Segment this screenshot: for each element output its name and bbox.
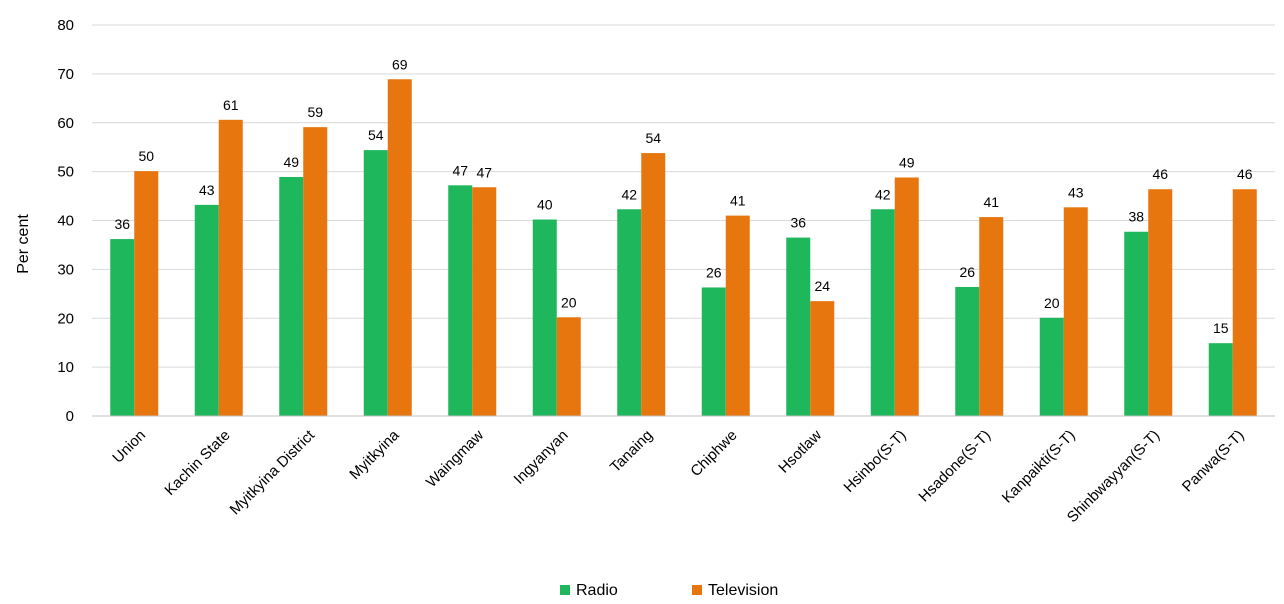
data-label-radio: 42 [875, 186, 891, 202]
bar-television [894, 177, 919, 416]
data-labels: 36 50 43 61 49 59 54 69 47 47 40 20 42 54 26 41 36 24 42 49… [114, 56, 1252, 336]
data-label-television: 49 [899, 154, 915, 170]
bar-radio [448, 185, 473, 416]
y-axis-title: Per cent [15, 214, 32, 274]
x-tick-label: Hsadone(S-T) [915, 427, 994, 506]
y-tick-label: 40 [57, 213, 74, 230]
data-label-radio: 26 [706, 264, 722, 280]
data-label-radio: 42 [621, 186, 637, 202]
bar-radio [363, 150, 388, 416]
data-label-radio: 15 [1213, 320, 1229, 336]
bar-television [979, 217, 1004, 416]
x-tick-label: Waingmaw [423, 427, 487, 491]
data-label-radio: 26 [959, 264, 975, 280]
data-label-radio: 54 [368, 127, 384, 143]
x-tick-label: Tanaing [607, 427, 656, 476]
x-tick-label: Shinbwayyan(S-T) [1064, 427, 1163, 526]
legend-label-radio: Radio [576, 582, 618, 599]
bar-radio [532, 219, 557, 416]
x-tick-label: Chiphwe [687, 427, 740, 480]
data-label-radio: 36 [790, 215, 806, 231]
legend-label-television: Television [708, 582, 778, 599]
legend-swatch-television [692, 585, 702, 595]
bar-radio [701, 287, 726, 416]
y-tick-label: 0 [66, 408, 74, 425]
data-label-television: 41 [983, 194, 999, 210]
data-label-radio: 38 [1128, 209, 1144, 225]
bar-radio [870, 209, 895, 416]
data-label-television: 59 [307, 104, 323, 120]
bar-television [641, 153, 666, 417]
bar-television [1232, 189, 1257, 416]
x-tick-label: Ingyanyan [511, 427, 572, 488]
x-tick-label: Panwa(S-T) [1179, 427, 1248, 496]
x-tick-label: Myitkyina District [226, 426, 318, 518]
x-tick-label: Hsotlaw [775, 427, 825, 477]
bar-television [725, 215, 750, 416]
data-label-television: 61 [223, 97, 239, 113]
data-label-radio: 20 [1044, 295, 1060, 311]
y-tick-label: 20 [57, 310, 74, 327]
data-label-radio: 47 [452, 162, 468, 178]
bar-radio [1208, 343, 1233, 416]
bar-radio [1124, 231, 1149, 416]
data-label-television: 47 [476, 164, 492, 180]
bar-radio [617, 209, 642, 416]
data-label-television: 41 [730, 193, 746, 209]
x-tick-label: Kachin State [161, 427, 233, 499]
legend: Radio Television [560, 582, 778, 599]
data-label-radio: 49 [283, 154, 299, 170]
bar-television [134, 171, 159, 416]
gridlines [92, 24, 1275, 368]
data-label-television: 50 [138, 148, 154, 164]
y-tick-label: 10 [57, 359, 74, 376]
bar-television [303, 127, 328, 417]
data-label-television: 46 [1152, 166, 1168, 182]
bar-radio [194, 204, 219, 416]
data-label-television: 20 [561, 294, 577, 310]
bar-radio [110, 239, 135, 416]
bar-television [810, 301, 835, 416]
bars [110, 79, 1257, 417]
y-tick-label: 60 [57, 115, 74, 132]
data-label-television: 69 [392, 56, 408, 72]
data-label-television: 54 [645, 130, 661, 146]
bar-television [472, 187, 497, 416]
legend-swatch-radio [560, 585, 570, 595]
bar-television [556, 317, 581, 416]
y-tick-label: 50 [57, 164, 74, 181]
data-label-television: 24 [814, 278, 830, 294]
bar-television [387, 79, 412, 416]
data-label-radio: 40 [537, 197, 553, 213]
data-label-radio: 36 [114, 216, 130, 232]
bar-radio [279, 177, 304, 416]
bar-radio [786, 237, 811, 416]
bar-radio [1039, 317, 1064, 416]
y-tick-label: 70 [57, 66, 74, 83]
data-label-radio: 43 [199, 182, 215, 198]
x-tick-label: Union [109, 427, 149, 467]
x-tick-label: Hsinbo(S-T) [840, 427, 909, 496]
bar-television [1148, 189, 1173, 416]
bar-television [218, 119, 243, 416]
bar-television [1063, 207, 1088, 416]
data-label-television: 43 [1068, 184, 1084, 200]
y-tick-label: 30 [57, 261, 74, 278]
x-tick-label: Kanpaikti(S-T) [999, 427, 1079, 507]
data-label-television: 46 [1237, 166, 1253, 182]
x-tick-label: Myitkyina [346, 426, 403, 483]
bar-radio [955, 286, 980, 416]
y-tick-label: 80 [57, 17, 74, 34]
